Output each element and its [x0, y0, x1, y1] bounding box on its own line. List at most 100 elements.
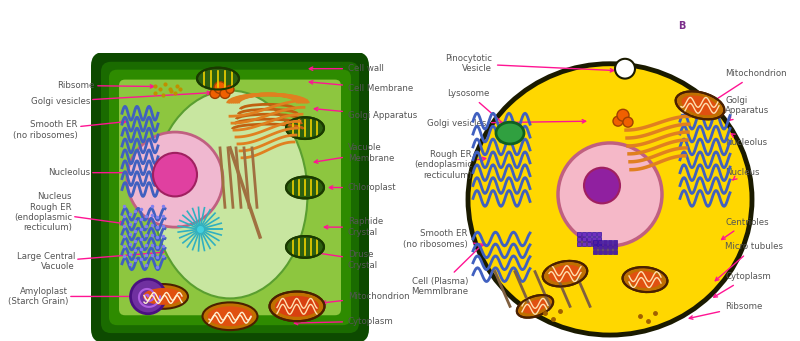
Text: Cytoplasm: Cytoplasm	[714, 272, 770, 297]
Ellipse shape	[676, 91, 724, 119]
Circle shape	[617, 109, 629, 121]
Text: BYJU'S: BYJU'S	[720, 11, 758, 21]
Ellipse shape	[682, 95, 718, 115]
FancyBboxPatch shape	[109, 70, 351, 325]
Text: Golgi vesicles: Golgi vesicles	[426, 119, 586, 128]
Text: Raphide
Crystal: Raphide Crystal	[324, 218, 383, 237]
Bar	[598, 240, 602, 244]
Bar	[577, 237, 581, 241]
Bar	[608, 250, 612, 254]
Ellipse shape	[207, 306, 253, 326]
Bar	[613, 250, 617, 254]
Bar	[582, 242, 586, 246]
Text: Cell (Plasma)
Memmlbrane: Cell (Plasma) Memmlbrane	[411, 245, 482, 296]
Ellipse shape	[542, 261, 587, 286]
Bar	[598, 250, 602, 254]
Ellipse shape	[153, 90, 307, 298]
Text: Rough ER
(endoplasmic
recticulum): Rough ER (endoplasmic recticulum)	[414, 150, 486, 180]
Text: B: B	[678, 21, 686, 31]
Ellipse shape	[202, 302, 258, 330]
Ellipse shape	[629, 271, 662, 288]
Text: Druse
Crystal: Druse Crystal	[314, 250, 378, 269]
Ellipse shape	[522, 299, 547, 313]
Ellipse shape	[496, 122, 524, 144]
Text: The Learning App: The Learning App	[720, 35, 775, 41]
Text: Amyloplast
(Starch Grain): Amyloplast (Starch Grain)	[8, 287, 136, 306]
Circle shape	[613, 116, 623, 126]
Bar	[592, 237, 596, 241]
Bar	[577, 242, 581, 246]
Text: Ribsome: Ribsome	[58, 81, 154, 90]
Text: Nucleolus: Nucleolus	[725, 134, 767, 147]
Bar	[592, 242, 596, 246]
Text: Cell wall: Cell wall	[310, 64, 384, 73]
Text: Golgi vesicles: Golgi vesicles	[30, 91, 210, 106]
Bar	[613, 245, 617, 249]
Circle shape	[558, 143, 662, 246]
Ellipse shape	[468, 64, 752, 335]
Ellipse shape	[286, 177, 324, 198]
Text: Large Central
Vacuole: Large Central Vacuole	[17, 251, 164, 271]
Bar	[593, 240, 597, 244]
Ellipse shape	[143, 288, 183, 305]
Text: Mitochondrion: Mitochondrion	[714, 69, 786, 101]
Circle shape	[127, 132, 223, 227]
Bar	[587, 237, 591, 241]
Text: Vacuole
Membrane: Vacuole Membrane	[314, 143, 394, 163]
Ellipse shape	[138, 284, 188, 309]
Ellipse shape	[517, 295, 553, 318]
Bar	[608, 245, 612, 249]
Text: Golgi
Apparatus: Golgi Apparatus	[725, 95, 770, 120]
Bar	[603, 250, 607, 254]
Text: Micro tubules: Micro tubules	[715, 242, 783, 281]
Bar	[593, 250, 597, 254]
Text: Smooth ER
(no ribosomes): Smooth ER (no ribosomes)	[403, 229, 486, 249]
Text: Pinocytotic
Vesicle: Pinocytotic Vesicle	[445, 54, 614, 73]
Text: Mitochondrion: Mitochondrion	[322, 292, 410, 304]
Ellipse shape	[622, 267, 667, 292]
Text: Centrioles: Centrioles	[722, 218, 769, 239]
Bar	[597, 232, 601, 236]
Ellipse shape	[197, 68, 239, 89]
Circle shape	[623, 117, 633, 127]
Ellipse shape	[549, 265, 582, 282]
Text: Plant Cell: Plant Cell	[20, 17, 170, 45]
Bar	[603, 240, 607, 244]
Text: Smooth ER
(no ribosomes): Smooth ER (no ribosomes)	[14, 120, 126, 140]
Text: Chloroplast: Chloroplast	[330, 183, 397, 192]
Ellipse shape	[130, 279, 166, 314]
Circle shape	[153, 153, 197, 196]
Bar	[582, 232, 586, 236]
Text: Cell Membrane: Cell Membrane	[310, 80, 414, 93]
Bar	[598, 245, 602, 249]
Bar	[592, 232, 596, 236]
Bar	[597, 242, 601, 246]
Text: Golgi Apparatus: Golgi Apparatus	[314, 107, 418, 120]
Circle shape	[584, 168, 620, 203]
Circle shape	[226, 86, 234, 93]
FancyBboxPatch shape	[91, 52, 369, 341]
Bar	[582, 237, 586, 241]
Ellipse shape	[286, 117, 324, 139]
Ellipse shape	[275, 296, 319, 317]
Bar	[597, 237, 601, 241]
FancyBboxPatch shape	[119, 79, 341, 315]
Circle shape	[214, 81, 226, 93]
Bar	[603, 245, 607, 249]
Text: Nucleus
Rough ER
(endoplasmic
recticulum): Nucleus Rough ER (endoplasmic recticulum…	[14, 192, 124, 232]
Ellipse shape	[286, 236, 324, 258]
Bar	[608, 240, 612, 244]
Circle shape	[210, 89, 220, 99]
Text: Lysosome: Lysosome	[448, 89, 509, 128]
Text: Nucleolus: Nucleolus	[48, 168, 158, 177]
Text: Ribsome: Ribsome	[690, 302, 762, 319]
FancyBboxPatch shape	[668, 5, 720, 48]
Bar	[587, 232, 591, 236]
Circle shape	[220, 89, 230, 99]
Bar	[577, 232, 581, 236]
Text: Nucleus: Nucleus	[725, 168, 759, 180]
Text: Animal Cell: Animal Cell	[420, 17, 596, 45]
Bar	[593, 245, 597, 249]
Bar	[587, 242, 591, 246]
Circle shape	[615, 59, 635, 78]
